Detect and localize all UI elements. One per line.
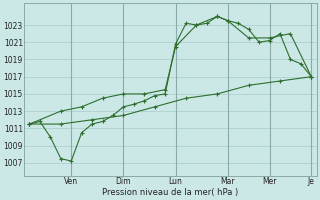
X-axis label: Pression niveau de la mer( hPa ): Pression niveau de la mer( hPa ) [102, 188, 238, 197]
